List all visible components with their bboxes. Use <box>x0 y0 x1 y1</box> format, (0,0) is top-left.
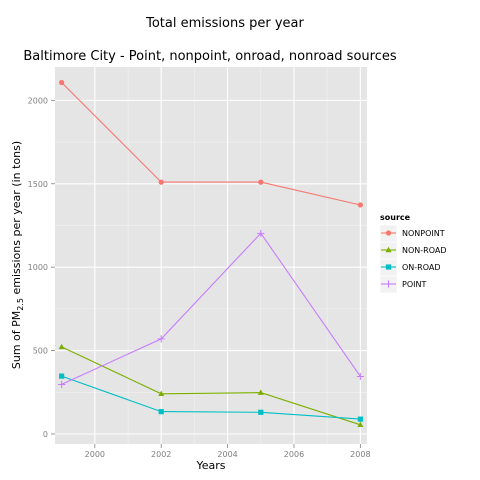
plot-panel <box>55 67 367 444</box>
minor-gridlines <box>55 67 367 444</box>
chart-subtitle: Baltimore City - Point, nonpoint, onroad… <box>23 49 396 64</box>
data-point-point <box>157 335 165 343</box>
data-point-nonpoint <box>258 179 264 185</box>
data-point-point <box>356 372 364 381</box>
y-tick-label: 1500 <box>28 180 48 189</box>
y-axis-ticks: 0 500 1000 1500 2000 <box>28 96 55 439</box>
legend-key-marker <box>385 264 392 270</box>
data-point-on-road <box>258 409 264 415</box>
series-non-road <box>58 343 364 428</box>
y-axis-label-prefix: Sum of PM <box>10 311 23 369</box>
data-point-point <box>58 380 66 389</box>
legend-key-marker <box>385 246 392 253</box>
series-line-non-road <box>61 346 361 426</box>
y-tick-label: 500 <box>33 347 48 356</box>
legend-key-marker <box>385 230 392 236</box>
series-line-point <box>61 232 361 385</box>
series-on-road <box>59 373 363 422</box>
legend-item-non-road: NON-ROAD <box>379 241 447 260</box>
data-point-nonpoint <box>158 179 164 185</box>
legend-label: ON-ROAD <box>402 263 441 272</box>
data-point-on-road <box>357 416 363 422</box>
legend-title: source <box>380 213 411 222</box>
data-point-on-road <box>158 409 164 415</box>
series-point <box>58 229 364 389</box>
y-axis-label-suffix: emissions per year (in tons) <box>10 141 23 298</box>
data-point-nonpoint <box>357 202 363 208</box>
legend-key-marker <box>384 280 393 288</box>
y-axis-label: Sum of PM2.5 emissions per year (in tons… <box>10 141 25 369</box>
data-point-non-road <box>257 389 264 395</box>
major-gridlines <box>55 67 367 444</box>
legend-label: NONPOINT <box>402 229 445 238</box>
series-layer <box>58 79 364 428</box>
series-line-on-road <box>61 375 361 420</box>
x-tick-label: 2000 <box>85 450 105 459</box>
legend-item-point: POINT <box>379 275 426 294</box>
data-point-nonpoint <box>59 79 65 86</box>
x-tick-label: 2006 <box>284 450 304 459</box>
x-axis-ticks: 2000 2002 2004 2006 2008 <box>85 444 371 459</box>
y-tick-label: 0 <box>43 430 48 439</box>
series-line-nonpoint <box>61 82 361 206</box>
y-tick-label: 2000 <box>28 96 48 105</box>
x-axis-label: Years <box>195 459 225 472</box>
x-tick-label: 2002 <box>151 450 171 459</box>
legend: source NONPOINT NON-ROAD ON-ROAD POINT <box>379 213 447 294</box>
data-point-non-road <box>158 390 165 396</box>
y-tick-label: 1000 <box>28 263 48 272</box>
series-nonpoint <box>59 79 363 208</box>
legend-label: NON-ROAD <box>402 246 447 255</box>
x-tick-label: 2004 <box>217 450 237 459</box>
chart-title: Total emissions per year <box>145 16 304 31</box>
data-point-point <box>257 229 265 237</box>
data-point-non-road <box>58 343 65 350</box>
data-point-on-road <box>59 373 65 379</box>
y-axis-label-subscript: 2.5 <box>16 298 25 311</box>
legend-label: POINT <box>402 280 426 289</box>
x-tick-label: 2008 <box>350 450 370 459</box>
legend-item-on-road: ON-ROAD <box>379 258 441 277</box>
legend-item-nonpoint: NONPOINT <box>379 224 445 243</box>
data-point-non-road <box>357 421 364 428</box>
